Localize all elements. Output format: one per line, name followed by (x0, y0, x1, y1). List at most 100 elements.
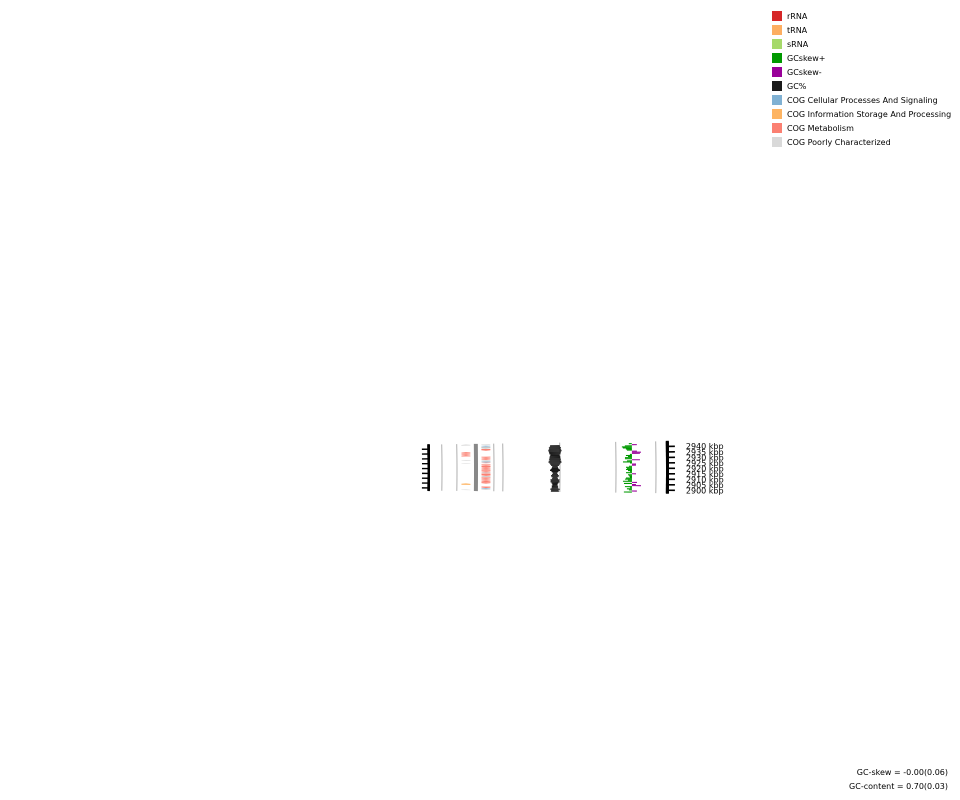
legend-label: GCskew+ (787, 53, 826, 63)
gene-metabolism (481, 477, 491, 479)
gene-metabolism (481, 456, 491, 458)
gc-content-segment (551, 474, 558, 476)
legend-swatch (772, 95, 782, 105)
gc-content-segment (549, 448, 561, 450)
gc-skew-negative-segment (631, 464, 636, 466)
legend-label: COG Information Storage And Processing (787, 109, 952, 119)
gc-skew-negative-segment (631, 463, 636, 465)
gc-content-segment (549, 452, 561, 454)
legend-item-gcskew-plus: GCskew+ (772, 51, 951, 65)
gc-content-segment (552, 473, 558, 475)
gene-metabolism (481, 467, 491, 469)
gc-skew-positive-segment (623, 491, 632, 493)
gene-info (461, 483, 471, 485)
track-guides (441, 441, 657, 494)
gene-metabolism (461, 453, 471, 455)
gc-skew-positive-segment (628, 475, 632, 477)
gc-content-segment (549, 455, 560, 457)
gene-metabolism (481, 462, 491, 464)
gene-metabolism (481, 482, 491, 484)
legend-item-cog-information: COG Information Storage And Processing (772, 107, 951, 121)
tick-label: 2905 kbp (686, 481, 724, 490)
gene-cellular (481, 461, 491, 463)
gc-skew-positive-segment (625, 472, 632, 474)
gc-skew-positive-segment (625, 448, 632, 450)
gene-metabolism (481, 480, 491, 483)
legend-swatch (772, 25, 782, 35)
gene-cellular (481, 488, 491, 489)
gc-content-segment (548, 450, 562, 452)
gc-content-segment (549, 446, 560, 448)
gc-statistics: GC-skew = -0.00(0.06) GC-content = 0.70(… (849, 766, 948, 794)
gene-poorly (481, 489, 491, 490)
scale-ticks (421, 440, 675, 494)
legend-item-gcskew-minus: GCskew- (772, 65, 951, 79)
gene-poorly (461, 460, 471, 461)
gc-content-segment (548, 458, 561, 460)
gene-cellular (481, 445, 491, 447)
gene-metabolism (461, 454, 471, 456)
gene-poorly (481, 472, 491, 474)
gc-content-segment (551, 467, 559, 469)
gc-content-segment (548, 451, 561, 453)
gc-content-segment (548, 447, 561, 449)
gc-skew-negative-segment (631, 485, 641, 487)
gc-skew-negative-segment (631, 451, 641, 453)
gc-skew-positive-segment (622, 461, 632, 463)
gc-content-segment (549, 470, 560, 472)
gc-skew-positive-segment (626, 488, 632, 490)
feature-track (461, 444, 491, 491)
gc-content-segment (551, 478, 558, 480)
gc-skew-negative-segment (631, 452, 640, 454)
gc-content-segment (549, 456, 561, 458)
gc-content-segment (551, 476, 559, 478)
legend-swatch (772, 53, 782, 63)
gc-skew-positive-segment (627, 470, 632, 472)
gc-skew-positive-segment (622, 447, 632, 449)
gc-content-segment (549, 457, 561, 459)
gene-poorly (481, 446, 491, 449)
gc-skew-positive-segment (625, 454, 632, 457)
tick-label: 2910 kbp (686, 475, 724, 484)
gc-content-segment (550, 480, 560, 482)
gc-skew-positive-segment (625, 477, 632, 479)
legend-label: rRNA (787, 11, 808, 21)
tick-label: 2915 kbp (686, 470, 724, 479)
gene-metabolism (481, 465, 491, 468)
gc-content-segment (550, 463, 560, 465)
legend-label: GC% (787, 81, 807, 91)
gc-skew-positive-segment (624, 457, 632, 459)
gc-skew-positive-segment (622, 480, 632, 482)
tick-label: 2925 kbp (686, 459, 724, 468)
tick-label: 2930 kbp (686, 453, 724, 462)
gc-content-segment (550, 468, 560, 470)
gene-poorly (481, 460, 491, 461)
gene-metabolism (481, 457, 491, 459)
gc-skew-positive-segment (627, 455, 632, 458)
gc-content-segment (551, 482, 559, 484)
gc-content-segment (550, 464, 559, 466)
legend-item-trna: tRNA (772, 23, 951, 37)
legend-swatch (772, 123, 782, 133)
legend-label: sRNA (787, 39, 809, 49)
legend-item-srna: sRNA (772, 37, 951, 51)
gc-content-segment (550, 481, 560, 483)
gc-skew-positive-segment (629, 471, 632, 473)
gc-skew-negative-segment (631, 459, 640, 461)
gc-content-segment (549, 453, 561, 455)
gc-content-segment (549, 459, 561, 461)
legend-item-cog-cellular: COG Cellular Processes And Signaling (772, 93, 951, 107)
gene-poorly (461, 444, 471, 446)
gene-metabolism (481, 448, 491, 451)
legend-swatch (772, 81, 782, 91)
gc-content-segment (552, 484, 558, 486)
gc-skew-positive-segment (626, 460, 632, 462)
gc-skew-positive-segment (628, 465, 632, 467)
gc-content-stat: GC-content = 0.70(0.03) (849, 782, 948, 791)
gc-content-segment (548, 449, 562, 451)
gc-content-segment (550, 454, 560, 456)
gc-skew-negative-segment (631, 473, 636, 475)
gc-content-track (548, 445, 562, 492)
